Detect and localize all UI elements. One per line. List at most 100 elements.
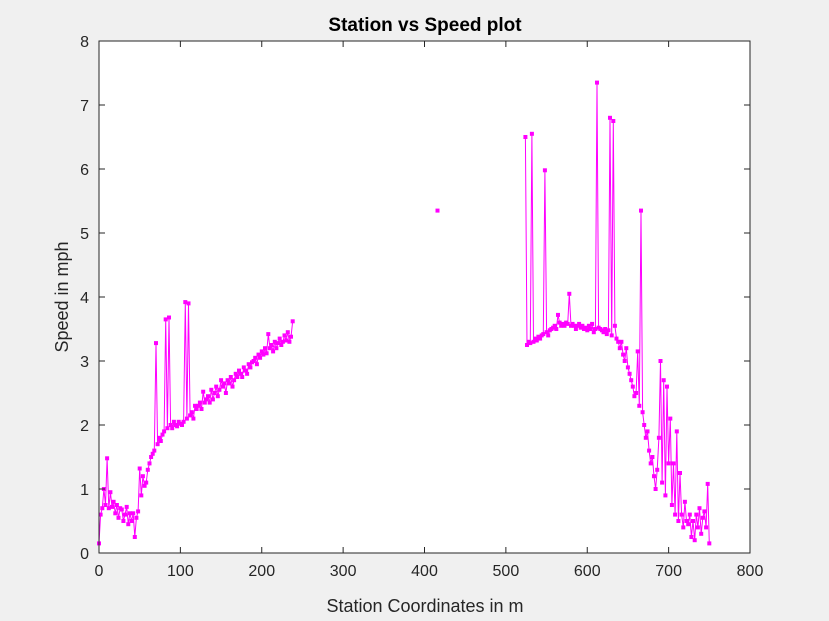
data-point bbox=[621, 352, 626, 357]
data-point bbox=[660, 480, 665, 485]
data-point bbox=[619, 339, 624, 344]
data-point bbox=[119, 507, 124, 512]
y-tick-label: 8 bbox=[80, 34, 89, 51]
data-point bbox=[625, 365, 630, 370]
data-point bbox=[111, 499, 116, 504]
data-point bbox=[124, 504, 129, 509]
data-point bbox=[285, 330, 290, 335]
data-point bbox=[110, 504, 114, 509]
data-point bbox=[175, 424, 180, 429]
data-point bbox=[155, 442, 160, 447]
data-point bbox=[591, 330, 596, 335]
data-point bbox=[131, 511, 136, 516]
data-point bbox=[126, 522, 131, 527]
data-point bbox=[663, 493, 668, 498]
data-point bbox=[123, 512, 127, 517]
data-point bbox=[650, 455, 655, 459]
data-point bbox=[183, 300, 188, 305]
data-point bbox=[246, 362, 251, 367]
data-point bbox=[142, 483, 147, 488]
data-point bbox=[235, 375, 240, 379]
data-point bbox=[616, 339, 621, 344]
data-point bbox=[682, 499, 687, 504]
y-tick-label: 0 bbox=[80, 546, 89, 563]
data-point bbox=[263, 346, 267, 351]
data-point bbox=[608, 115, 612, 120]
data-point bbox=[201, 389, 206, 394]
data-point bbox=[609, 333, 614, 338]
data-point bbox=[284, 338, 289, 343]
data-point bbox=[565, 321, 570, 326]
data-point bbox=[259, 349, 264, 354]
data-point bbox=[583, 325, 588, 330]
data-point bbox=[272, 339, 277, 344]
data-point bbox=[132, 535, 137, 539]
data-point bbox=[647, 448, 652, 453]
data-point bbox=[251, 359, 256, 363]
data-point bbox=[630, 384, 635, 389]
data-point bbox=[687, 512, 692, 517]
data-point bbox=[245, 371, 250, 376]
data-point bbox=[671, 461, 676, 466]
data-point bbox=[573, 327, 578, 331]
data-point bbox=[219, 378, 224, 383]
data-point bbox=[165, 426, 170, 431]
data-point bbox=[103, 503, 108, 507]
data-point bbox=[577, 321, 582, 326]
data-point bbox=[617, 346, 622, 351]
data-point bbox=[230, 384, 235, 389]
data-point bbox=[202, 400, 207, 405]
data-point bbox=[604, 332, 609, 337]
data-point bbox=[531, 339, 536, 344]
data-point bbox=[206, 394, 210, 399]
data-point bbox=[627, 371, 632, 376]
data-point bbox=[163, 317, 168, 322]
data-point bbox=[586, 323, 591, 328]
data-point bbox=[238, 371, 243, 376]
data-point bbox=[601, 330, 606, 335]
data-point bbox=[614, 336, 619, 341]
data-point bbox=[266, 332, 271, 337]
chart-title: Station vs Speed plot bbox=[328, 15, 522, 36]
data-point bbox=[264, 351, 269, 356]
x-tick-label: 200 bbox=[248, 563, 275, 580]
series-2 bbox=[523, 80, 712, 546]
data-point bbox=[186, 301, 191, 306]
x-tick-label: 300 bbox=[330, 563, 357, 580]
data-point bbox=[193, 403, 197, 408]
data-point bbox=[240, 375, 245, 379]
data-point bbox=[274, 346, 279, 351]
tick-layer: 0 100 200 300 400 500 600 700 800 0 1 2 3 4 5 6 7 8 bbox=[80, 34, 763, 580]
data-point bbox=[552, 323, 557, 328]
y-tick-label: 7 bbox=[80, 98, 89, 115]
data-point bbox=[160, 432, 165, 437]
data-point bbox=[669, 503, 674, 507]
x-tick-label: 800 bbox=[737, 563, 764, 580]
data-point bbox=[656, 435, 661, 440]
data-point bbox=[666, 461, 671, 466]
data-point bbox=[640, 410, 645, 415]
y-tick-label: 5 bbox=[80, 226, 89, 243]
data-point bbox=[184, 416, 189, 421]
data-point bbox=[700, 515, 705, 520]
data-point bbox=[635, 349, 640, 354]
data-point bbox=[154, 341, 158, 346]
data-point bbox=[435, 208, 440, 213]
data-point bbox=[612, 323, 617, 328]
data-point bbox=[196, 403, 201, 408]
series-0 bbox=[97, 300, 295, 546]
data-point bbox=[652, 474, 656, 479]
data-point bbox=[282, 333, 287, 338]
data-point bbox=[590, 321, 595, 326]
data-point bbox=[222, 381, 227, 386]
data-point bbox=[642, 423, 647, 427]
data-point bbox=[233, 371, 238, 376]
data-point bbox=[529, 131, 534, 136]
data-point bbox=[217, 387, 222, 392]
data-point bbox=[241, 365, 246, 370]
data-point bbox=[679, 512, 684, 517]
data-point bbox=[629, 378, 634, 383]
data-point bbox=[692, 538, 697, 543]
data-point bbox=[567, 291, 572, 296]
